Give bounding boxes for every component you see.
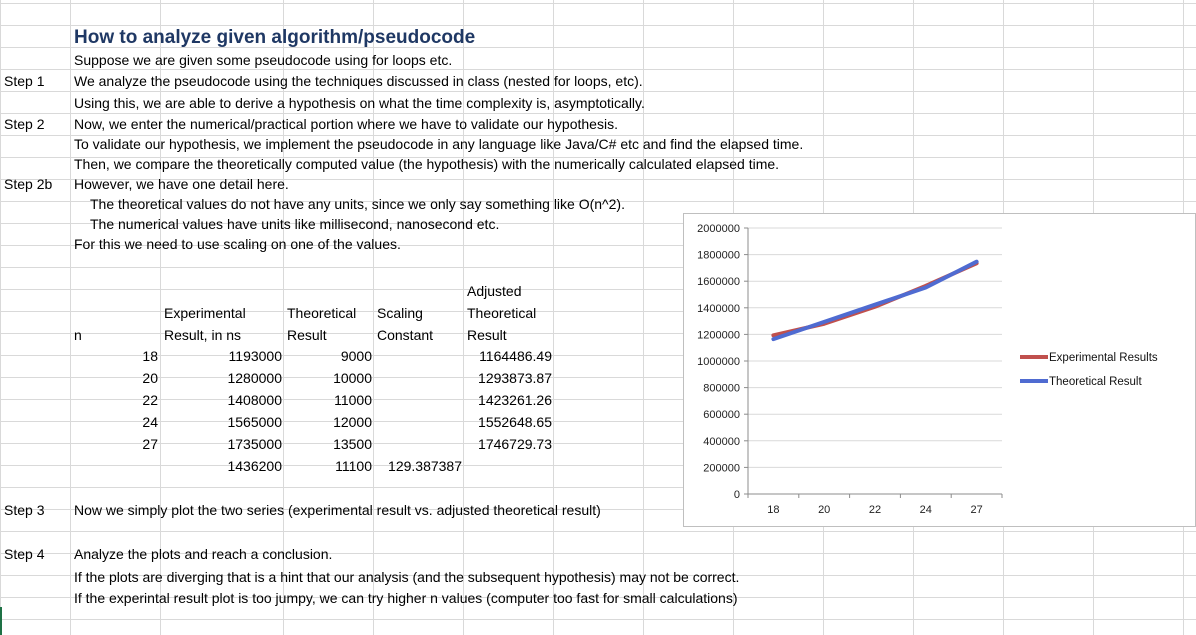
table-cell-adj[interactable]: 1746729.73 bbox=[478, 436, 552, 452]
table-cell-exp[interactable]: 1408000 bbox=[227, 392, 282, 408]
text-cell[interactable]: We analyze the pseudocode using the tech… bbox=[74, 73, 643, 89]
table-cell-exp[interactable]: 1280000 bbox=[227, 370, 282, 386]
header-adjusted[interactable]: Theoretical bbox=[467, 305, 537, 321]
header-experimental[interactable]: Experimental bbox=[164, 305, 246, 321]
header-theoretical[interactable]: Theoretical bbox=[287, 305, 357, 321]
x-tick-label: 22 bbox=[869, 504, 881, 516]
table-cell-scaling[interactable]: 129.387387 bbox=[388, 458, 462, 474]
text-cell[interactable]: Now we simply plot the two series (exper… bbox=[74, 502, 601, 518]
sheet-title[interactable]: How to analyze given algorithm/pseudocod… bbox=[74, 27, 476, 48]
table-cell-n[interactable]: 18 bbox=[142, 348, 158, 364]
sheet-edge-marker bbox=[0, 607, 2, 635]
y-tick-label: 1200000 bbox=[697, 329, 740, 341]
y-tick-label: 1800000 bbox=[697, 250, 740, 262]
y-tick-label: 200000 bbox=[703, 462, 740, 474]
y-tick-label: 1600000 bbox=[697, 276, 740, 288]
x-tick-label: 20 bbox=[818, 504, 830, 516]
text-cell[interactable]: The theoretical values do not have any u… bbox=[90, 196, 625, 212]
y-tick-label: 2000000 bbox=[697, 223, 740, 235]
text-cell[interactable]: Now, we enter the numerical/practical po… bbox=[74, 116, 618, 132]
table-cell-theo[interactable]: 11000 bbox=[334, 392, 372, 408]
header-theoretical[interactable]: Result bbox=[287, 327, 327, 343]
y-tick-label: 1000000 bbox=[697, 356, 740, 368]
legend-label: Theoretical Result bbox=[1049, 376, 1142, 388]
chart-canvas: 0 200000 400000 600000 800000 1000000 1200000 1… bbox=[697, 223, 1158, 516]
step-label[interactable]: Step 2 bbox=[4, 116, 45, 132]
text-cell[interactable]: If the plots are diverging that is a hin… bbox=[74, 569, 740, 585]
header-n[interactable]: n bbox=[74, 327, 82, 343]
table-cell-adj[interactable]: 1423261.26 bbox=[478, 392, 552, 408]
header-adjusted[interactable]: Adjusted bbox=[467, 283, 522, 299]
table-cell-theo-avg[interactable]: 11100 bbox=[335, 458, 372, 474]
x-tick-label: 24 bbox=[920, 504, 932, 516]
text-cell[interactable]: Using this, we are able to derive a hypo… bbox=[74, 95, 645, 111]
legend-label: Experimental Results bbox=[1049, 352, 1158, 364]
table-cell-theo[interactable]: 13500 bbox=[333, 436, 372, 452]
series-line-theoretical[interactable] bbox=[771, 259, 979, 342]
table-cell-theo[interactable]: 12000 bbox=[333, 414, 372, 430]
table-cell-exp[interactable]: 1565000 bbox=[227, 414, 282, 430]
text-cell[interactable]: Suppose we are given some pseudocode usi… bbox=[74, 52, 453, 68]
table-cell-n[interactable]: 27 bbox=[142, 436, 158, 452]
y-tick-label: 600000 bbox=[703, 409, 740, 421]
text-cell[interactable]: Then, we compare the theoretically compu… bbox=[74, 156, 780, 172]
text-cell[interactable]: To validate our hypothesis, we implement… bbox=[74, 136, 804, 152]
text-cell[interactable]: The numerical values have units like mil… bbox=[90, 216, 500, 232]
table-cell-n[interactable]: 24 bbox=[142, 414, 158, 430]
x-tick-label: 18 bbox=[767, 504, 779, 516]
y-tick-label: 800000 bbox=[703, 383, 740, 395]
header-scaling[interactable]: Constant bbox=[377, 327, 434, 343]
table-cell-n[interactable]: 22 bbox=[142, 392, 158, 408]
series-line-experimental[interactable] bbox=[771, 261, 979, 338]
header-adjusted[interactable]: Result bbox=[467, 327, 507, 343]
header-experimental[interactable]: Result, in ns bbox=[164, 327, 242, 343]
y-tick-label: 400000 bbox=[703, 436, 740, 448]
table-cell-theo[interactable]: 9000 bbox=[340, 348, 372, 364]
header-scaling[interactable]: Scaling bbox=[377, 305, 423, 321]
y-tick-label: 0 bbox=[734, 489, 740, 501]
text-cell[interactable]: Analyze the plots and reach a conclusion… bbox=[74, 546, 333, 562]
table-cell-adj[interactable]: 1552648.65 bbox=[478, 414, 552, 430]
x-tick-label: 27 bbox=[970, 504, 982, 516]
y-tick-label: 1400000 bbox=[697, 303, 740, 315]
text-cell[interactable]: If the experintal result plot is too jum… bbox=[74, 590, 738, 606]
text-cell[interactable]: For this we need to use scaling on one o… bbox=[74, 236, 401, 252]
step-label[interactable]: Step 1 bbox=[4, 73, 45, 89]
table-cell-adj[interactable]: 1293873.87 bbox=[478, 370, 552, 386]
table-cell-adj[interactable]: 1164486.49 bbox=[479, 348, 552, 364]
table-cell-exp-avg[interactable]: 1436200 bbox=[227, 458, 282, 474]
table-cell-exp[interactable]: 1735000 bbox=[227, 436, 282, 452]
table-cell-exp[interactable]: 1193000 bbox=[228, 348, 282, 364]
table-cell-theo[interactable]: 10000 bbox=[333, 370, 372, 386]
line-chart[interactable]: 0 200000 400000 600000 800000 1000000 1200000 1… bbox=[683, 213, 1196, 527]
step-label[interactable]: Step 2b bbox=[4, 176, 53, 192]
step-label[interactable]: Step 3 bbox=[4, 502, 45, 518]
table-cell-n[interactable]: 20 bbox=[142, 370, 158, 386]
text-cell[interactable]: However, we have one detail here. bbox=[74, 176, 289, 192]
step-label[interactable]: Step 4 bbox=[4, 546, 45, 562]
